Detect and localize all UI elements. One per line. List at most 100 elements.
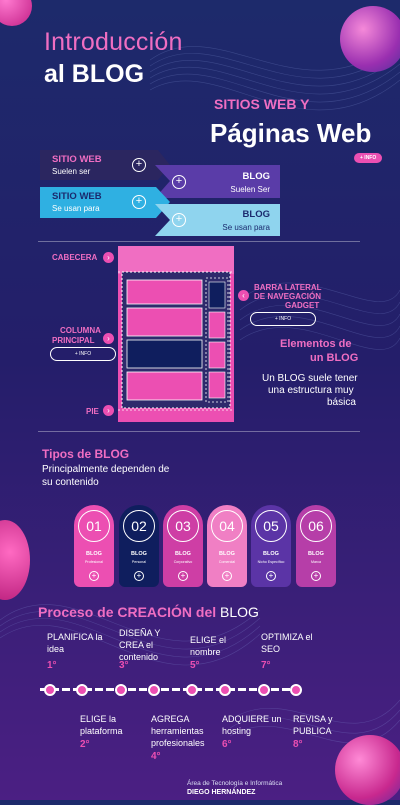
plus-icon[interactable]: + — [89, 571, 99, 581]
page-title-line2: al BLOG — [44, 60, 145, 88]
label-barra-lateral-3: GADGET — [285, 301, 320, 310]
proceso-title-pink: Proceso de CREACIÓN del — [38, 604, 217, 620]
chevron-left-icon[interactable]: ‹ — [238, 290, 249, 301]
timeline-step-order: 4° — [151, 751, 161, 762]
timeline-step-text: nombre — [190, 647, 221, 657]
timeline-step-order: 5° — [190, 660, 200, 671]
card-name: BLOG — [86, 551, 102, 557]
block-subtitle: Suelen ser — [52, 167, 91, 176]
timeline-node[interactable] — [186, 684, 198, 696]
timeline-step-text: plataforma — [80, 726, 123, 736]
timeline-node[interactable] — [290, 684, 302, 696]
card-number: 02 — [123, 510, 155, 542]
card-number: 06 — [300, 510, 332, 542]
tipos-desc-1: Principalmente dependen de — [42, 464, 170, 475]
page-title-line1: Introducción — [44, 28, 183, 56]
plus-icon[interactable]: + — [172, 175, 186, 189]
block-title: BLOG — [242, 171, 270, 182]
timeline-node[interactable] — [44, 684, 56, 696]
timeline-node[interactable] — [219, 684, 231, 696]
section-title: Páginas Web — [210, 118, 372, 148]
blog-type-card[interactable]: 04 BLOG Comercial + — [207, 505, 247, 587]
card-name: BLOG — [219, 551, 235, 557]
card-number: 03 — [167, 510, 199, 542]
elementos-title-1: Elementos de — [280, 338, 352, 350]
plus-icon[interactable]: + — [311, 571, 321, 581]
timeline-node[interactable] — [258, 684, 270, 696]
block-blog-usan: + BLOG Se usan para — [160, 205, 280, 235]
card-number: 04 — [211, 510, 243, 542]
plus-icon[interactable]: + — [132, 158, 146, 172]
card-number: 05 — [255, 510, 287, 542]
plus-icon[interactable]: + — [134, 571, 144, 581]
orb-decoration — [335, 735, 400, 805]
timeline-node[interactable] — [115, 684, 127, 696]
chevron-right-icon[interactable]: › — [103, 252, 114, 263]
section-subtitle: SITIOS WEB Y — [214, 96, 310, 112]
footer-line1: Área de Tecnología e Informática — [187, 780, 283, 787]
block-title: BLOG — [242, 209, 270, 220]
orb-decoration — [340, 6, 400, 72]
label-cabecera: CABECERA — [52, 253, 98, 262]
block-title: SITIO WEB — [52, 191, 102, 202]
blog-type-card[interactable]: 03 BLOG Corporativo + — [163, 505, 203, 587]
card-name: BLOG — [263, 551, 279, 557]
blog-type-card[interactable]: 05 BLOG Nicho Específico + — [251, 505, 291, 587]
card-subtitle: Profesional — [85, 560, 103, 564]
timeline-step-text: ELIGE la — [80, 714, 117, 724]
timeline-step-text: ELIGE el — [190, 635, 227, 645]
info-button[interactable]: + INFO — [50, 347, 116, 361]
card-subtitle: Corporativo — [173, 560, 193, 564]
timeline-step-text: OPTIMIZA el — [261, 632, 313, 642]
timeline-step-text: idea — [47, 644, 65, 654]
timeline-step-order: 6° — [222, 739, 232, 750]
timeline-line — [40, 688, 300, 691]
timeline-node[interactable] — [148, 684, 160, 696]
footer-line2: DIEGO HERNÁNDEZ — [187, 789, 256, 796]
plus-icon[interactable]: + — [178, 571, 188, 581]
plus-icon[interactable]: + — [132, 195, 146, 209]
timeline-step-text: DISEÑA Y — [119, 628, 161, 638]
timeline-node[interactable] — [76, 684, 88, 696]
label-columna-1: COLUMNA — [60, 326, 101, 335]
blog-type-card[interactable]: 06 BLOG Marca + — [296, 505, 336, 587]
block-sitio-web-suelen: SITIO WEB Suelen ser + — [40, 150, 170, 180]
timeline-step-text: contenido — [119, 652, 159, 662]
block-subtitle: Se usan para — [52, 204, 100, 213]
elementos-desc-2: una estructura muy — [268, 385, 354, 396]
info-button[interactable]: + INFO — [354, 153, 383, 163]
divider — [38, 241, 360, 242]
chevron-right-icon[interactable]: › — [103, 333, 114, 344]
block-blog-suelen: + BLOG Suelen Ser — [160, 166, 280, 196]
block-subtitle: Suelen Ser — [230, 185, 270, 194]
chevron-right-icon[interactable]: › — [103, 405, 114, 416]
timeline-step-text: SEO — [261, 644, 281, 654]
plus-icon[interactable]: + — [222, 571, 232, 581]
label-pie: PIE — [86, 407, 99, 416]
timeline-step-order: 7° — [261, 660, 271, 671]
divider — [38, 431, 360, 432]
tipos-desc-2: su contenido — [42, 477, 99, 488]
timeline-step-text: hosting — [222, 726, 252, 736]
timeline-step-order: 8° — [293, 739, 303, 750]
elementos-desc-3: básica — [327, 397, 356, 408]
plus-icon[interactable]: + — [172, 213, 186, 227]
card-subtitle: Nicho Específico — [257, 560, 285, 564]
timeline-step-text: AGREGA — [151, 714, 190, 724]
timeline-step-text: ADQUIERE un — [222, 714, 282, 724]
card-number: 01 — [78, 510, 110, 542]
elementos-title-2: un BLOG — [310, 352, 359, 364]
blog-type-card[interactable]: 02 BLOG Personal + — [119, 505, 159, 587]
plus-icon[interactable]: + — [266, 571, 276, 581]
card-subtitle: Personal — [131, 560, 147, 564]
timeline-step-text: profesionales — [151, 738, 205, 748]
card-subtitle: Comercial — [218, 560, 236, 564]
proceso-title-white: BLOG — [220, 604, 259, 620]
info-button[interactable]: + INFO — [250, 312, 316, 326]
comparison-arrows — [40, 150, 280, 236]
blog-type-card[interactable]: 01 BLOG Profesional + — [74, 505, 114, 587]
timeline-step-text: PLANIFICA la — [47, 632, 103, 642]
card-name: BLOG — [308, 551, 324, 557]
timeline-step-text: CREA el — [119, 640, 154, 650]
label-barra-lateral-1: BARRA LATERAL — [254, 283, 322, 292]
